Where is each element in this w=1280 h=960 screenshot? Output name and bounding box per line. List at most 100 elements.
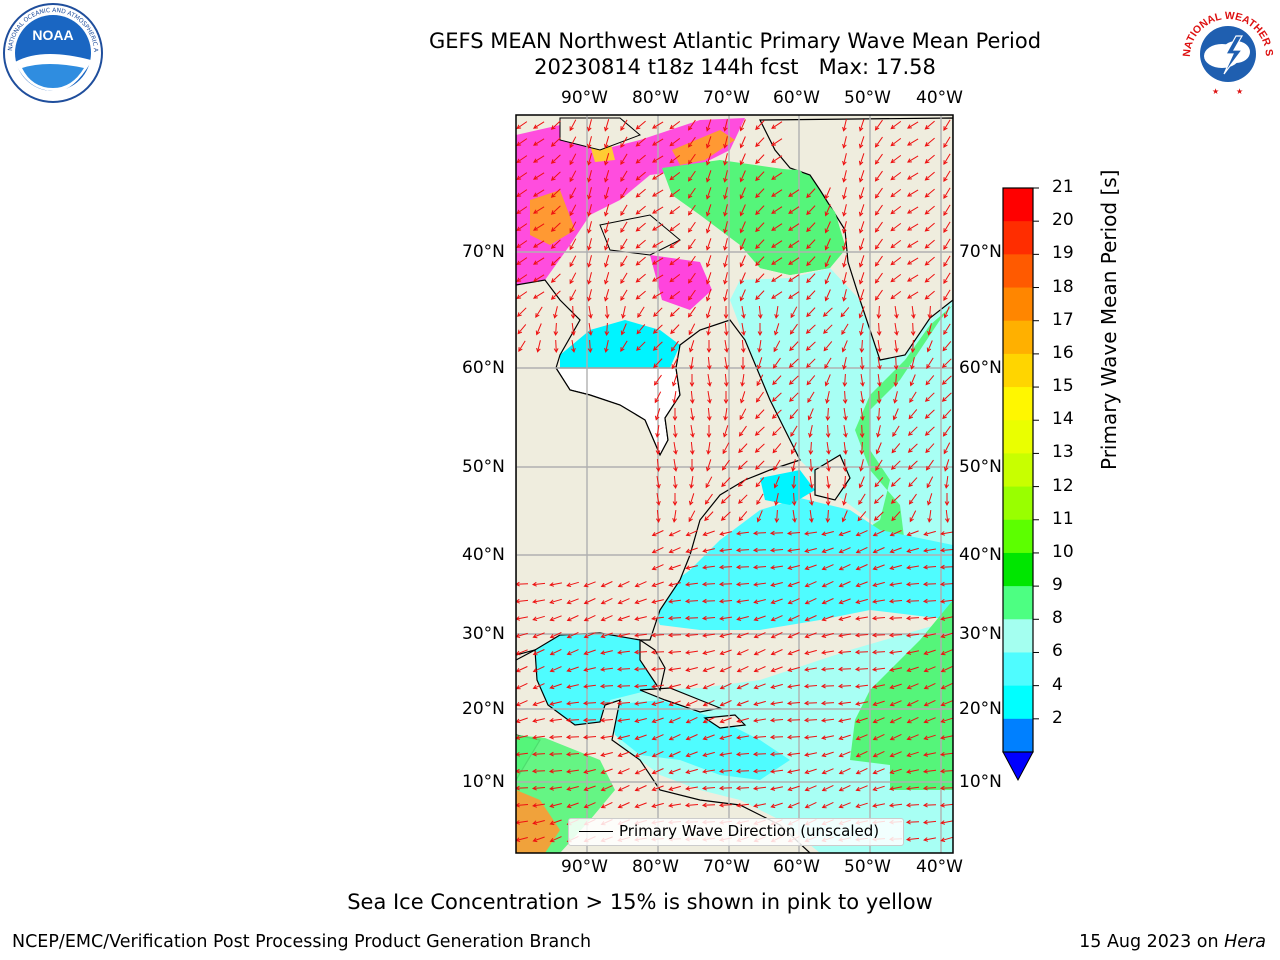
wave-arrow [753, 582, 766, 587]
wave-arrow [535, 323, 542, 336]
wave-arrow [858, 119, 865, 132]
lat-label-right: 20°N [959, 699, 1002, 719]
wave-arrow [550, 188, 561, 198]
wave-arrow [721, 459, 730, 471]
wave-arrow [689, 374, 695, 388]
wave-arrow [769, 751, 784, 757]
wave-arrow [821, 751, 834, 758]
wave-arrow [770, 598, 783, 605]
wave-arrow [771, 138, 783, 146]
wave-arrow [858, 476, 865, 489]
wave-arrow [770, 615, 783, 622]
wave-arrow [874, 204, 883, 216]
wave-arrow [569, 255, 577, 268]
colorbar-tick-label: 9 [1052, 575, 1063, 596]
chart-title: GEFS MEAN Northwest Atlantic Primary Wav… [428, 29, 1042, 53]
wave-arrow [569, 221, 577, 234]
wave-arrow [838, 751, 851, 758]
wave-arrow [944, 493, 950, 507]
wave-arrow [872, 684, 886, 689]
wave-arrow [635, 154, 646, 164]
wave-arrow [535, 306, 543, 319]
wave-arrow [907, 223, 919, 231]
wave-arrow [600, 581, 613, 588]
wave-arrow [735, 751, 750, 757]
colorbar-tick-label: 10 [1052, 541, 1074, 562]
wave-arrow [753, 615, 766, 622]
wave-arrow [842, 475, 848, 490]
wave-arrow [924, 409, 935, 419]
wave-arrow [600, 615, 613, 622]
wave-arrow [753, 648, 766, 656]
wave-arrow [634, 616, 647, 621]
wave-arrow [942, 425, 951, 437]
wave-arrow [600, 735, 613, 740]
wave-arrow [689, 357, 694, 370]
colorbar-cell [1003, 519, 1033, 554]
wave-arrow [890, 477, 901, 487]
lat-label-right: 70°N [959, 242, 1002, 262]
wave-arrow [874, 477, 884, 488]
footer-machine: Hera [1224, 932, 1266, 952]
wave-arrow [939, 751, 953, 757]
wave-arrow [857, 511, 867, 522]
wave-arrow [723, 204, 728, 217]
wave-arrow [943, 204, 951, 216]
wave-arrow [824, 272, 831, 285]
wave-arrow [656, 476, 661, 489]
wave-arrow [736, 665, 749, 673]
wave-arrow [872, 768, 885, 775]
wave-arrow [634, 581, 647, 588]
wave-arrow [688, 204, 696, 216]
wave-arrow [790, 442, 797, 455]
wave-arrow [791, 492, 797, 507]
wave-arrow [940, 649, 953, 656]
wave-arrow [668, 751, 681, 758]
wave-arrow [531, 581, 546, 587]
wave-arrow [550, 222, 561, 232]
wave-arrow [769, 547, 784, 553]
wave-arrow [549, 582, 562, 587]
wave-arrow [685, 547, 698, 554]
wave-arrow [653, 358, 663, 369]
wave-arrow [756, 510, 763, 523]
wave-arrow [773, 459, 781, 472]
wave-arrow [859, 424, 865, 439]
wave-arrow [668, 599, 681, 604]
wave-arrow [583, 752, 596, 757]
wave-arrow [587, 136, 592, 149]
wave-arrow [838, 598, 851, 605]
wave-arrow [569, 289, 577, 302]
wave-arrow [702, 530, 715, 537]
wave-arrow [838, 633, 851, 638]
wave-arrow [634, 701, 647, 706]
wave-arrow [652, 240, 664, 248]
wave-arrow [737, 477, 748, 487]
wave-arrow [805, 324, 816, 334]
wave-arrow [804, 785, 817, 792]
wave-arrow [769, 768, 784, 774]
wave-arrow [908, 409, 918, 420]
wave-arrow [651, 785, 664, 792]
wave-arrow [516, 206, 528, 214]
wave-arrow [922, 615, 937, 621]
wave-arrow [724, 357, 729, 370]
wave-arrow [735, 802, 750, 808]
lat-label-left: 30°N [462, 624, 505, 644]
wave-arrow [549, 598, 562, 604]
wave-arrow [667, 649, 682, 655]
wave-arrow [739, 204, 746, 217]
wave-arrow [842, 136, 847, 149]
wave-arrow [684, 632, 699, 638]
wave-arrow [940, 717, 953, 724]
lat-label-right: 60°N [959, 358, 1002, 378]
wave-arrow [738, 443, 748, 454]
wave-arrow [772, 443, 782, 454]
wave-arrow [940, 836, 953, 842]
wave-arrow [771, 155, 783, 163]
wave-arrow [858, 221, 865, 234]
wave-arrow [876, 425, 881, 438]
wave-arrow [704, 511, 714, 522]
wave-arrow [756, 493, 764, 506]
wave-arrow [910, 339, 916, 354]
